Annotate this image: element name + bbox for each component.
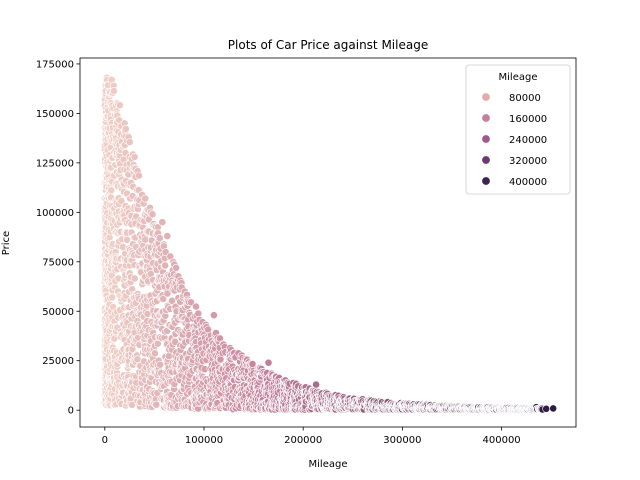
legend-label: 320000 [509,156,547,167]
data-point [148,210,157,219]
data-point [133,355,142,364]
data-point [125,138,134,146]
x-tick-label: 100000 [185,435,223,446]
legend: Mileage 80000 160000 240000 320000 400000 [465,64,571,195]
y-tick-label: 50000 [42,307,74,318]
data-point [158,218,167,227]
data-point [130,274,139,283]
data-point [108,293,117,302]
y-tick-label: 0 [68,406,74,417]
x-axis-label: Mileage [309,459,348,470]
data-point [163,232,172,240]
data-point [163,289,172,298]
data-point [312,380,320,389]
legend-marker [481,176,491,186]
x-axis: 0 100000 200000 300000 400000 [102,427,521,446]
legend-label: 400000 [509,177,547,188]
data-point [192,302,200,311]
data-point [156,360,164,369]
data-point [152,400,161,409]
x-tick-label: 300000 [383,435,421,446]
data-point [121,124,130,133]
legend-marker [481,113,491,123]
legend-marker [481,134,491,144]
data-point [194,309,203,318]
data-point [110,87,118,95]
y-tick-label: 150000 [36,109,74,120]
data-point [107,186,116,195]
legend-title: Mileage [499,72,538,83]
legend-box [465,64,571,195]
data-point [159,295,168,303]
y-axis-label: Price [1,231,12,255]
legend-label: 160000 [509,114,547,125]
data-point [130,152,139,161]
data-point [549,404,558,413]
x-tick-label: 0 [102,435,108,446]
data-point [164,352,173,360]
data-point [264,358,273,367]
data-point [115,101,124,110]
data-point [542,404,551,413]
legend-marker [481,155,491,165]
y-tick-label: 25000 [42,356,74,367]
data-point [172,263,180,272]
data-point [141,194,150,203]
y-tick-label: 175000 [36,59,74,70]
x-tick-label: 200000 [284,435,322,446]
legend-label: 240000 [509,135,547,146]
x-tick-label: 400000 [483,435,521,446]
data-point [209,311,218,320]
legend-marker [481,92,491,102]
data-point [161,261,169,270]
legend-label: 80000 [509,93,541,104]
y-tick-label: 100000 [36,208,74,219]
chart-title: Plots of Car Price against Mileage [228,38,428,52]
data-point [117,197,126,205]
data-point [150,349,159,358]
y-axis: 0 25000 50000 75000 100000 125000 150000 175000 [36,59,80,417]
y-tick-label: 125000 [36,158,74,169]
data-point [155,234,164,242]
data-point [141,235,150,244]
y-tick-label: 75000 [42,257,74,268]
data-point [135,171,143,180]
data-points [100,73,558,414]
